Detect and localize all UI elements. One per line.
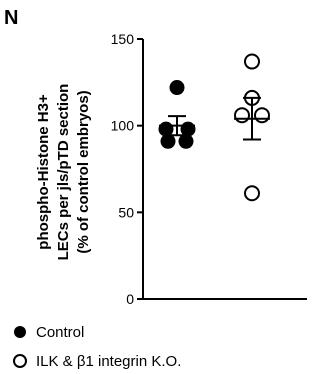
- legend-control-label: Control: [36, 324, 84, 341]
- y-tick-label-0: 0: [126, 291, 134, 307]
- y-tick-label-150: 150: [111, 31, 135, 47]
- y-tick-label-50: 50: [118, 204, 134, 220]
- control-point-4: [160, 133, 176, 149]
- y-axis-title-line-2: LECs per jls/pTD section: [55, 84, 72, 261]
- legend: Control ILK & β1 integrin K.O.: [13, 324, 181, 370]
- control-point-2: [158, 121, 174, 137]
- ko-point-4: [254, 107, 270, 124]
- y-tick-label-100: 100: [111, 118, 135, 134]
- ko-point-3: [234, 107, 250, 124]
- ko-point-1: [244, 53, 260, 70]
- axes: 0 50 100 150: [111, 31, 307, 307]
- legend-ko-marker: [13, 354, 27, 368]
- y-axis-title-line-3: (% of control embryos): [75, 90, 92, 253]
- y-axis-title-line-1: phospho-Histone H3+: [35, 94, 52, 250]
- panel-label: N: [4, 7, 18, 29]
- control-point-3: [180, 121, 196, 137]
- legend-ko-label: ILK & β1 integrin K.O.: [36, 353, 181, 370]
- control-point-5: [178, 133, 194, 149]
- legend-control-marker: [14, 326, 26, 338]
- ko-point-5: [244, 185, 260, 202]
- control-point-1: [169, 80, 185, 96]
- y-axis-title: phospho-Histone H3+ LECs per jls/pTD sec…: [35, 84, 92, 261]
- data-marks: [158, 53, 270, 202]
